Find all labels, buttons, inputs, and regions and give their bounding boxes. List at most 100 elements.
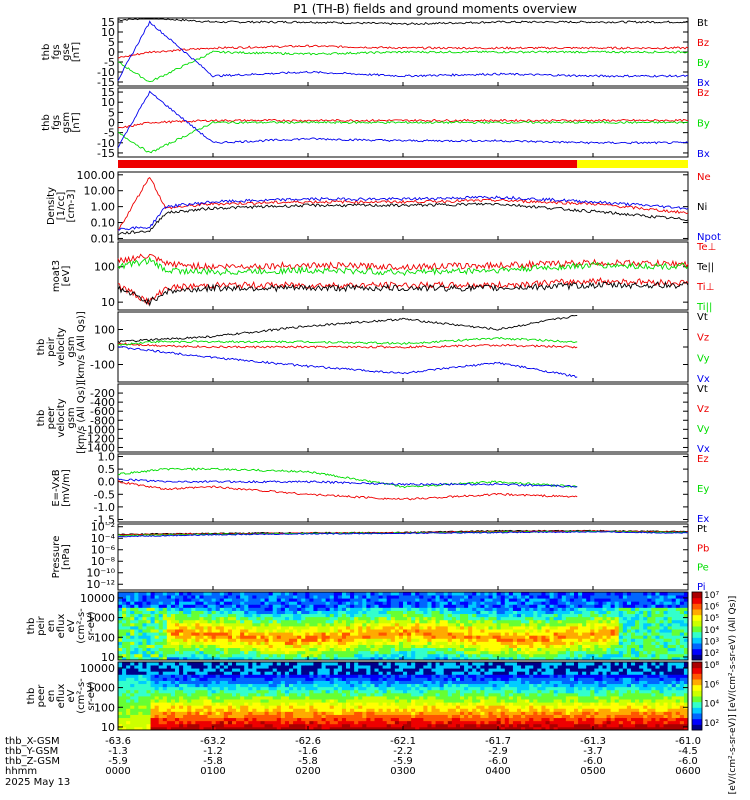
- spectrogram-cell: [598, 653, 603, 658]
- spectrogram-cell: [403, 656, 408, 661]
- spectrogram-cell: [643, 619, 648, 624]
- spectrogram-cell: [268, 662, 274, 666]
- spectrogram-cell: [390, 604, 396, 608]
- spectrogram-cell: [354, 689, 359, 694]
- spectrogram-cell: [488, 629, 493, 633]
- spectrogram-cell: [370, 638, 375, 642]
- spectrogram-cell: [130, 714, 135, 719]
- spectrogram-cell: [386, 665, 392, 669]
- spectrogram-cell: [455, 626, 461, 630]
- spectrogram-cell: [252, 689, 257, 694]
- spectrogram-cell: [244, 708, 249, 712]
- spectrogram-cell: [313, 647, 318, 652]
- spectrogram-cell: [480, 635, 485, 639]
- spectrogram-cell: [203, 671, 208, 675]
- spectrogram-cell: [366, 665, 371, 669]
- spectrogram-cell: [394, 629, 400, 633]
- spectrogram-cell: [223, 668, 229, 672]
- spectrogram-cell: [248, 671, 253, 675]
- spectrogram-cell: [517, 592, 522, 596]
- spectrogram-cell: [305, 632, 310, 636]
- spectrogram-cell: [162, 723, 168, 728]
- spectrogram-cell: [492, 638, 498, 642]
- legend-label: Bx: [697, 78, 710, 89]
- spectrogram-cell: [403, 653, 408, 658]
- spectrogram-cell: [142, 674, 147, 678]
- spectrogram-cell: [341, 601, 347, 605]
- spectrogram-cell: [313, 674, 318, 678]
- spectrogram-cell: [240, 610, 245, 615]
- spectrogram-cell: [211, 638, 217, 642]
- spectrogram-cell: [126, 595, 131, 599]
- spectrogram-cell: [272, 720, 278, 725]
- spectrogram-cell: [146, 662, 151, 666]
- spectrogram-cell: [191, 635, 196, 639]
- spectrogram-cell: [309, 662, 314, 666]
- spectrogram-cell: [679, 632, 685, 636]
- spectrogram-cell: [219, 622, 225, 627]
- spectrogram-cell: [525, 604, 530, 608]
- spectrogram-cell: [667, 638, 673, 642]
- spectrogram-cell: [166, 595, 172, 599]
- spectrogram-cell: [512, 629, 518, 633]
- spectrogram-cell: [675, 607, 681, 611]
- spectrogram-cell: [211, 683, 217, 688]
- spectrogram-cell: [276, 671, 282, 675]
- y-axis-label: thb: [41, 114, 52, 131]
- spectrogram-cell: [232, 699, 237, 703]
- spectrogram-cell: [305, 607, 310, 611]
- spectrogram-cell: [301, 696, 306, 700]
- spectrogram-cell: [362, 638, 367, 642]
- spectrogram-cell: [244, 671, 249, 675]
- spectrogram-cell: [639, 647, 644, 652]
- y-axis-label: [eV]: [61, 266, 72, 287]
- spectrogram-cell: [574, 610, 579, 615]
- spectrogram-cell: [183, 619, 188, 624]
- spectrogram-cell: [321, 650, 327, 655]
- spectrogram-cell: [130, 689, 135, 694]
- spectrogram-cell: [289, 616, 294, 621]
- spectrogram-cell: [598, 647, 603, 652]
- spectrogram-cell: [484, 638, 489, 642]
- spectrogram-cell: [663, 635, 669, 639]
- spectrogram-cell: [370, 680, 375, 685]
- spectrogram-cell: [118, 683, 123, 688]
- spectrogram-cell: [484, 607, 489, 611]
- spectrogram-cell: [451, 619, 457, 624]
- spectrogram-cell: [346, 619, 351, 624]
- spectrogram-cell: [358, 632, 363, 636]
- spectrogram-cell: [240, 662, 245, 666]
- spectrogram-cell: [590, 616, 595, 621]
- spectrogram-cell: [309, 686, 314, 691]
- spectrogram-cell: [276, 674, 282, 678]
- spectrogram-cell: [329, 598, 335, 602]
- spectrogram-cell: [236, 647, 241, 652]
- spectrogram-cell: [374, 647, 379, 652]
- spectrogram-cell: [574, 641, 579, 645]
- spectrogram-cell: [203, 723, 208, 728]
- spectrogram-cell: [293, 632, 298, 636]
- y-tick-label: 1000: [87, 612, 115, 625]
- spectrogram-cell: [415, 610, 420, 615]
- spectrogram-cell: [146, 689, 151, 694]
- spectrogram-cell: [455, 610, 461, 615]
- spectrogram-cell: [419, 601, 424, 605]
- spectrogram-cell: [122, 635, 127, 639]
- spectrogram-cell: [276, 607, 282, 611]
- spectrogram-cell: [447, 607, 453, 611]
- spectrogram-cell: [663, 622, 669, 627]
- spectrogram-cell: [317, 714, 322, 719]
- spectrogram-cell: [293, 674, 298, 678]
- spectrogram-cell: [346, 641, 351, 645]
- spectrogram-cell: [398, 702, 404, 706]
- series-line-Te||: [117, 280, 689, 307]
- spectrogram-cell: [150, 714, 156, 719]
- spectrogram-cell: [272, 610, 278, 615]
- spectrogram-cell: [187, 622, 192, 627]
- spectrogram-cell: [297, 674, 302, 678]
- spectrogram-cell: [170, 595, 176, 599]
- spectrogram-cell: [415, 644, 420, 649]
- spectrogram-cell: [248, 601, 253, 605]
- spectrogram-cell: [175, 668, 180, 672]
- spectrogram-cell: [525, 629, 530, 633]
